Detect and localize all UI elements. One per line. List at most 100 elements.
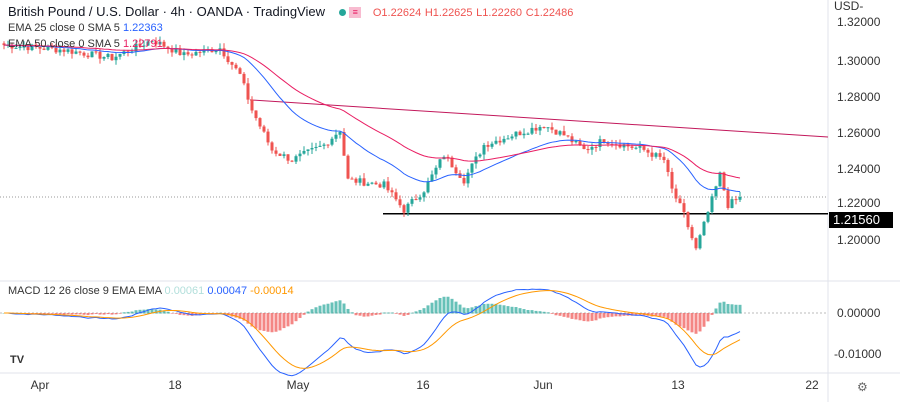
candle-body [386, 181, 390, 191]
macd-histogram-bar [466, 308, 470, 314]
candle-body [654, 153, 658, 157]
candle-body [146, 41, 150, 46]
candle-body [702, 221, 706, 236]
macd-histogram-bar [470, 307, 474, 314]
macd-histogram-bar [238, 313, 242, 319]
settings-gear-icon[interactable]: ⚙ [857, 380, 868, 394]
candle-body [310, 148, 314, 150]
macd-histogram-bar [410, 312, 414, 314]
candle-body [330, 138, 334, 145]
candle-body [638, 146, 642, 148]
macd-histogram-bar [662, 313, 666, 317]
macd-histogram-bar [458, 304, 462, 314]
candle-body [402, 205, 406, 213]
candle-body [194, 51, 198, 56]
macd-histogram-bar [446, 296, 450, 314]
macd-histogram-bar [394, 313, 398, 314]
macd-histogram-bar [522, 309, 526, 314]
macd-histogram-bar [318, 305, 322, 314]
macd-histogram-bar [538, 311, 542, 314]
candle-body [598, 139, 602, 148]
candle-body [118, 53, 122, 57]
macd-histogram-bar [566, 313, 570, 318]
macd-legend[interactable]: MACD 12 26 close 9 EMA EMA 0.00061 0.000… [8, 285, 294, 298]
macd-histogram-bar [698, 313, 702, 332]
candle-body [358, 178, 362, 183]
candle-body [458, 173, 462, 178]
ohlc-low: L1.22260 [476, 7, 523, 19]
macd-histogram-bar [618, 313, 622, 317]
candle-body [158, 41, 162, 45]
macd-histogram-bar [74, 313, 78, 315]
candle-body [350, 178, 354, 180]
candle-body [690, 227, 694, 239]
candle-body [18, 46, 22, 48]
candle-body [54, 47, 58, 53]
menu-icon[interactable]: ≡ [349, 7, 362, 19]
macd-histogram-bar [706, 313, 710, 322]
macd-histogram-bar [262, 313, 266, 331]
interval[interactable]: 4h [170, 4, 186, 19]
candle-body [434, 167, 438, 175]
macd-histogram-bar [274, 313, 278, 332]
candle-body [238, 68, 242, 74]
candle-body [722, 172, 726, 191]
candle-body [62, 49, 66, 52]
price-tick: 1.28000 [837, 90, 881, 104]
macd-histogram-bar [70, 313, 74, 315]
macd-histogram-bar [502, 305, 506, 314]
macd-histogram-bar [418, 309, 422, 314]
candle-body [134, 43, 138, 52]
macd-histogram-bar [86, 313, 90, 316]
candle-body [162, 41, 166, 47]
macd-histogram-bar [178, 313, 182, 315]
macd-histogram-bar [666, 313, 670, 319]
macd-histogram-bar [250, 313, 254, 327]
candle-body [326, 144, 330, 146]
candle-body [42, 48, 46, 50]
candle-body [726, 190, 730, 208]
candle-body [718, 172, 722, 187]
candle-body [586, 149, 590, 151]
candle-body [622, 144, 626, 148]
macd-histogram-bar [442, 296, 446, 314]
candle-body [306, 149, 310, 151]
macd-histogram-bar [254, 313, 258, 329]
candle-body [38, 47, 42, 49]
macd-histogram-bar [678, 313, 682, 327]
macd-histogram-bar [66, 313, 70, 315]
macd-tick: -0.01000 [834, 347, 882, 361]
candle-body [338, 132, 342, 135]
ema50-legend[interactable]: EMA 50 close 0 SMA 5 1.22791 [8, 38, 163, 51]
macd-histogram-bar [426, 305, 430, 314]
time-tick: Apr [30, 378, 50, 392]
macd-histogram-bar [654, 313, 658, 317]
candle-body [630, 146, 634, 148]
candle-body [130, 51, 134, 53]
macd-histogram-bar [310, 309, 314, 314]
candle-body [322, 144, 326, 146]
macd-histogram-bar [406, 313, 410, 315]
macd-label: MACD 12 26 close 9 EMA EMA [8, 285, 162, 297]
macd-histogram-bar [578, 313, 582, 321]
ema50-label: EMA 50 close 0 SMA 5 [8, 38, 120, 50]
candle-body [82, 52, 86, 56]
signal-line [3, 290, 741, 369]
symbol-name: British Pound / U.S. Dollar [8, 4, 160, 19]
macd-histogram-bar [710, 313, 714, 315]
macd-histogram-bar [690, 313, 694, 333]
candle-body [178, 48, 182, 56]
currency-label[interactable]: USD- [834, 0, 864, 13]
candle-body [682, 203, 686, 213]
ema50-line [3, 44, 741, 179]
macd-histogram-bar [590, 313, 594, 321]
macd-histogram-bar [574, 313, 578, 320]
macd-histogram-bar [358, 313, 362, 316]
macd-histogram-bar [518, 308, 522, 314]
macd-histogram-bar [2, 313, 6, 314]
ema25-legend[interactable]: EMA 25 close 0 SMA 5 1.22363 [8, 22, 163, 35]
candle-body [370, 182, 374, 184]
macd-histogram-bar [154, 309, 158, 314]
